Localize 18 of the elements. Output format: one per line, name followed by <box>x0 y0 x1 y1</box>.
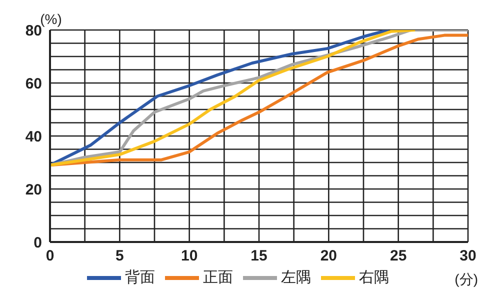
legend-label: 右隅 <box>358 268 389 287</box>
legend-label: 背面 <box>124 268 155 287</box>
x-tick-label: 5 <box>115 248 124 265</box>
legend-label: 正面 <box>202 268 233 287</box>
legend-label: 左隅 <box>280 268 311 287</box>
x-tick-label: 15 <box>250 248 268 265</box>
y-axis-title: (%) <box>40 11 62 27</box>
y-tick-label: 80 <box>25 22 42 40</box>
y-tick-label: 60 <box>25 75 42 92</box>
y-tick-label: 0 <box>34 234 42 252</box>
x-tick-label: 20 <box>320 248 338 265</box>
x-tick-label: 25 <box>390 248 407 265</box>
y-tick-label: 40 <box>25 128 42 146</box>
x-tick-label: 10 <box>180 248 198 265</box>
y-tick-label: 20 <box>25 181 42 198</box>
x-tick-label: 0 <box>46 248 54 265</box>
x-axis-title: (分) <box>454 271 478 289</box>
x-tick-label: 30 <box>460 248 476 265</box>
